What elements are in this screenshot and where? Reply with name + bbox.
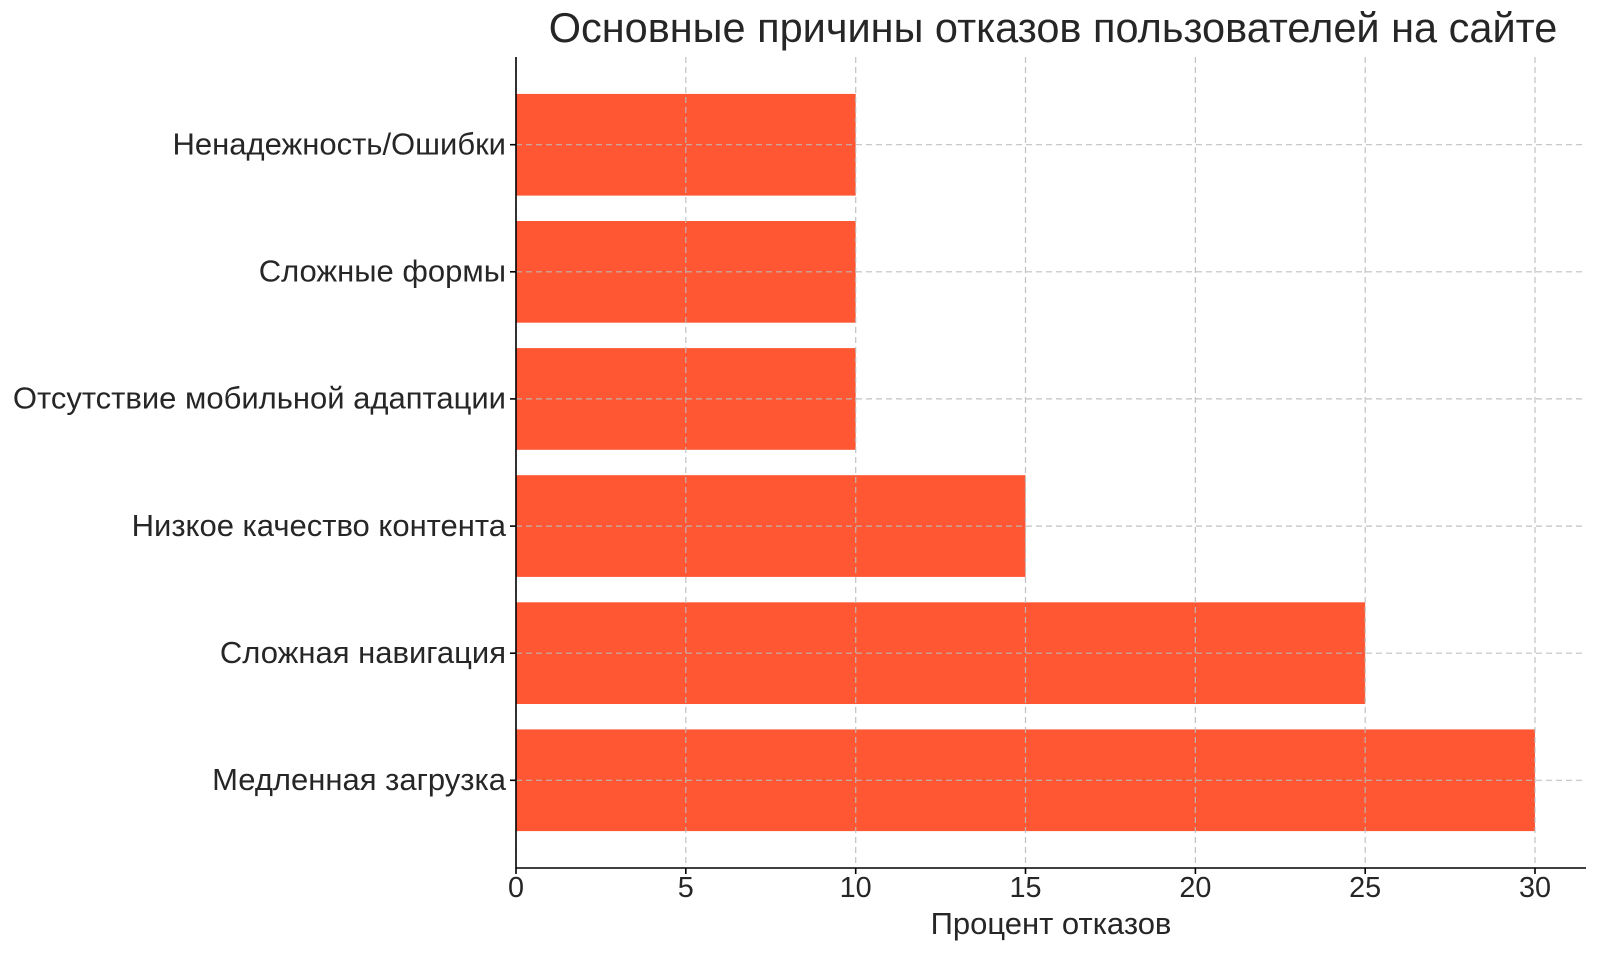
svg-text:30: 30 [1519,872,1551,904]
svg-text:Сложная навигация: Сложная навигация [220,635,506,670]
svg-text:15: 15 [1009,872,1041,904]
svg-text:20: 20 [1179,872,1211,904]
svg-text:Отсутствие мобильной адаптации: Отсутствие мобильной адаптации [13,381,506,416]
svg-text:Медленная загрузка: Медленная загрузка [212,762,507,797]
svg-text:5: 5 [678,872,694,904]
svg-text:10: 10 [840,872,872,904]
svg-text:0: 0 [508,872,524,904]
svg-text:Низкое качество контента: Низкое качество контента [132,508,507,543]
svg-text:Ненадежность/Ошибки: Ненадежность/Ошибки [173,127,506,162]
svg-text:Сложные формы: Сложные формы [259,254,506,289]
svg-text:Основные причины отказов польз: Основные причины отказов пользователей н… [549,4,1558,51]
svg-text:Процент отказов: Процент отказов [931,906,1172,941]
svg-text:25: 25 [1349,872,1381,904]
